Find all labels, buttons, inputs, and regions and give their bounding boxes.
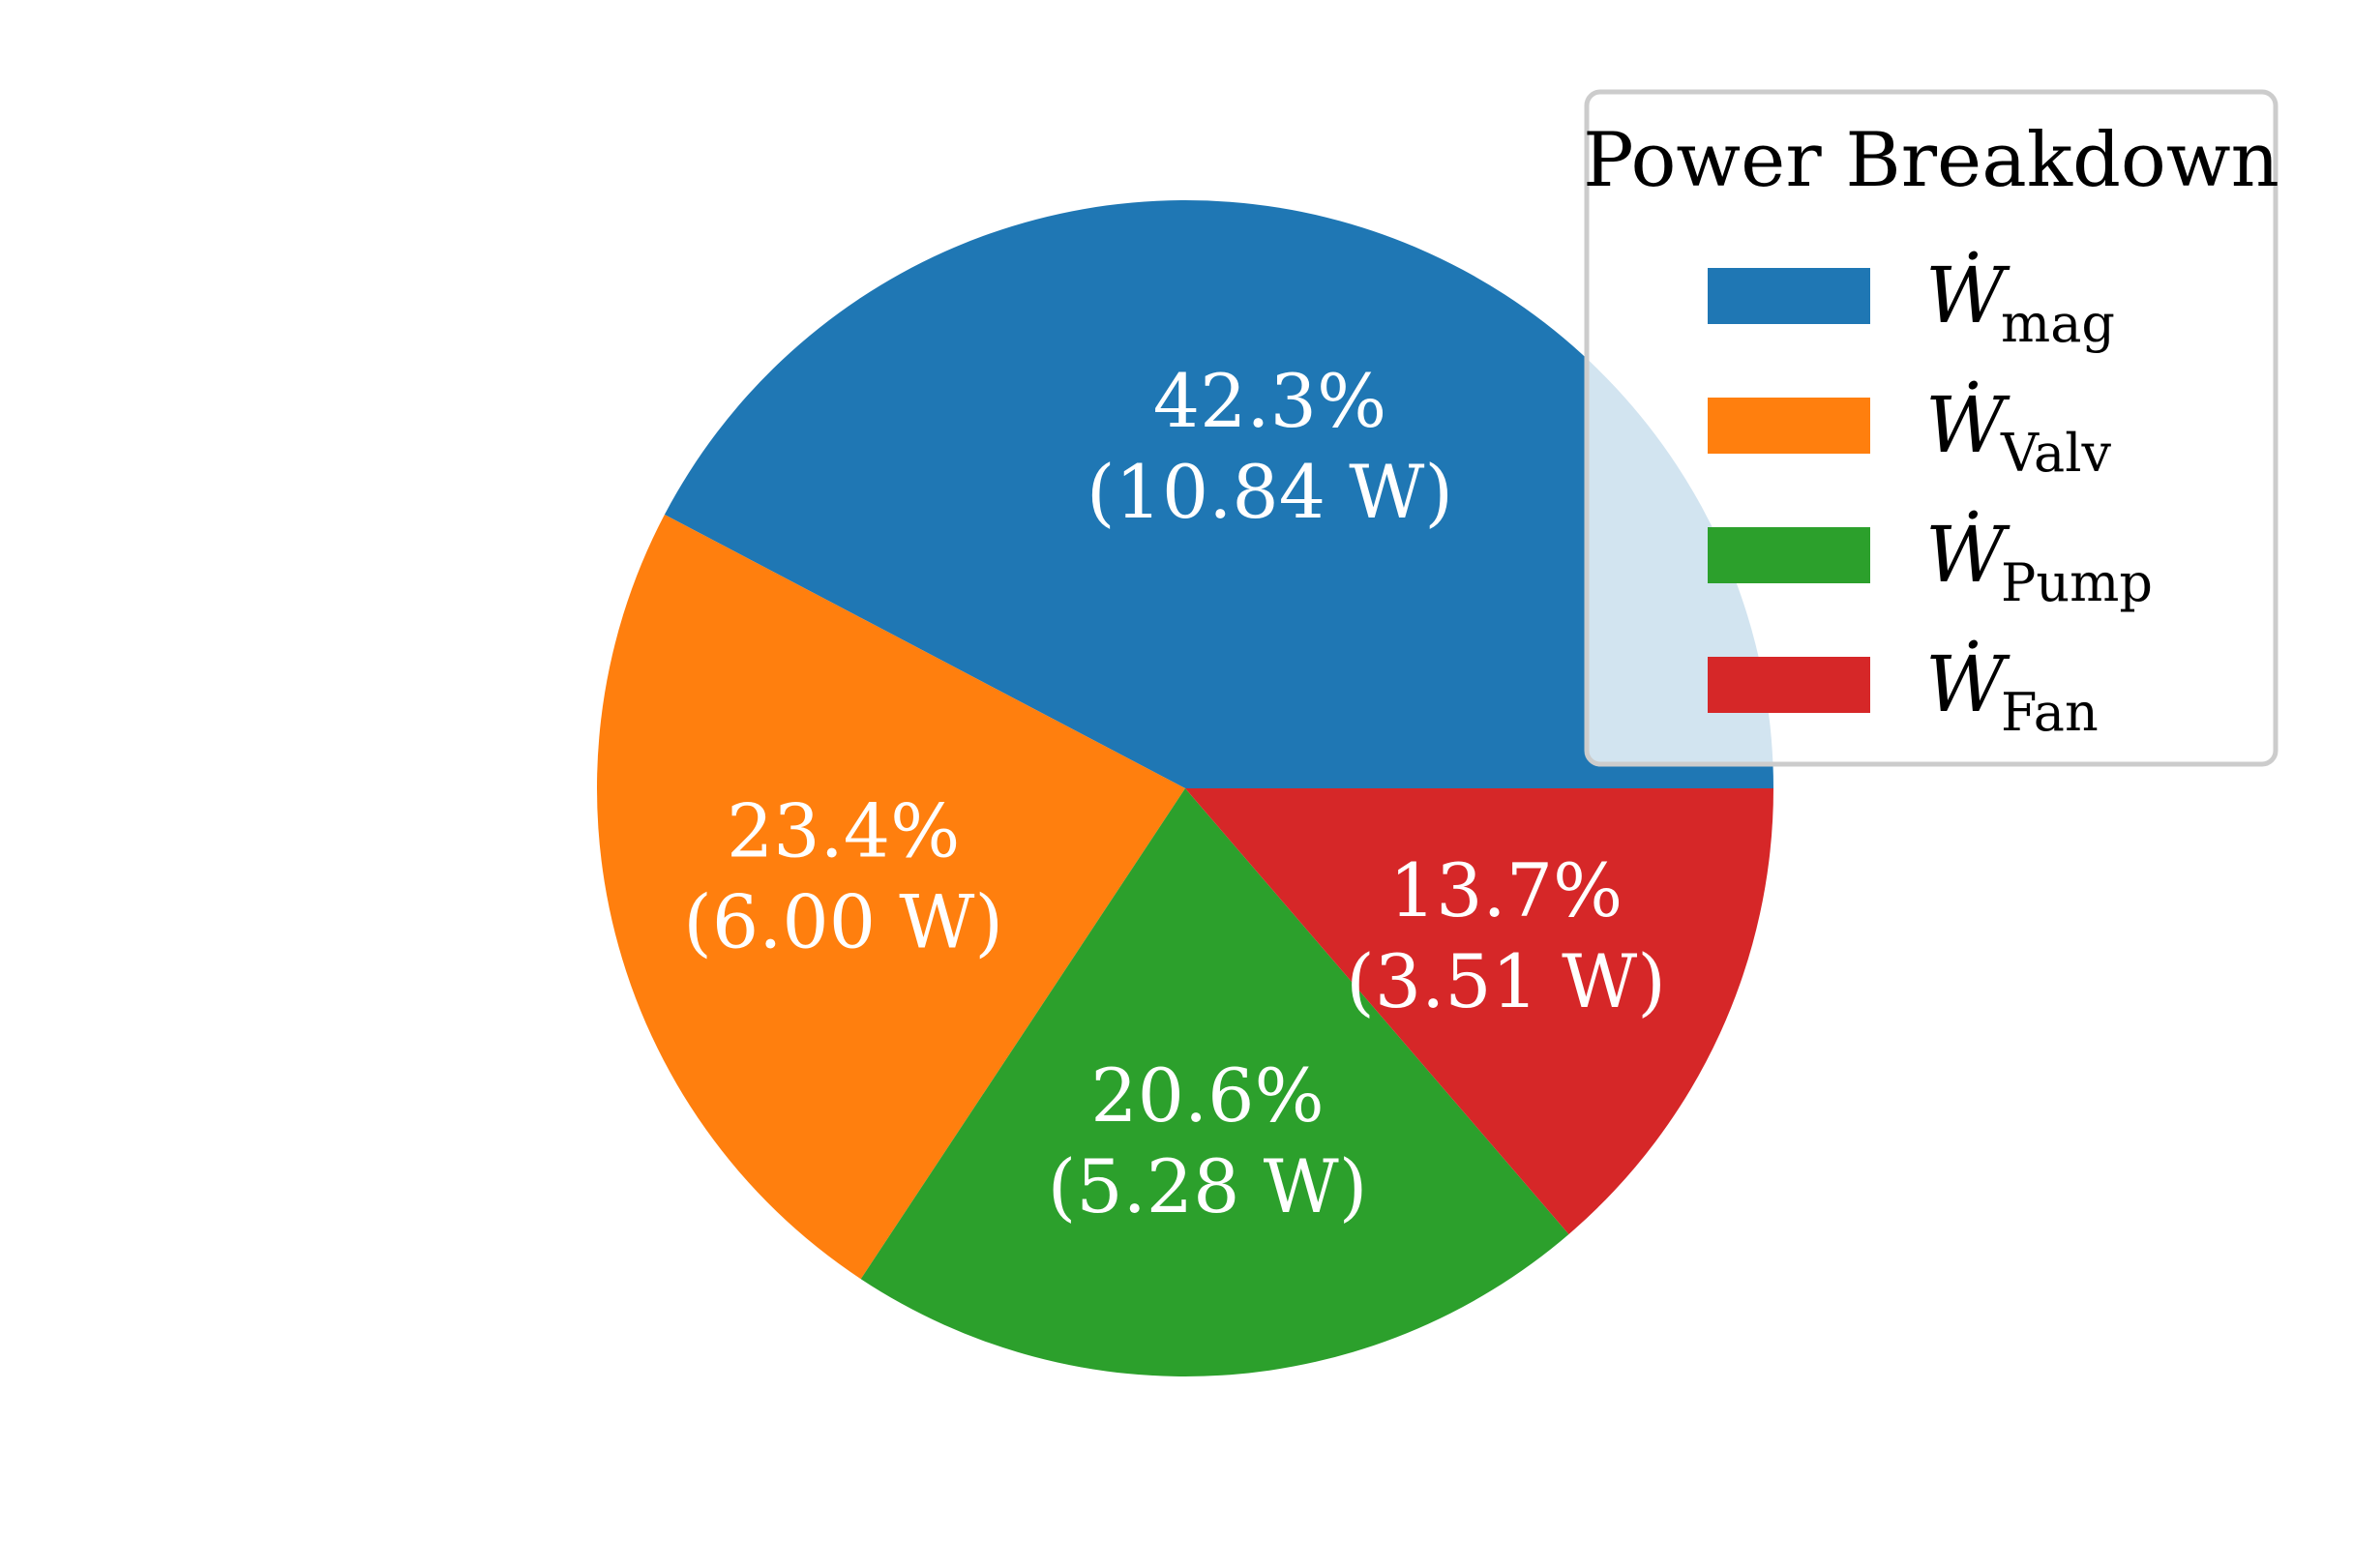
pie-slices [596,200,1773,1377]
pie-slice-fan [1185,788,1773,1234]
legend-swatch [1708,398,1870,454]
pie-slice-valv [596,514,1185,1280]
slice-value-label: (3.51 W) [1346,938,1666,1024]
legend-label-sub: Pump [2001,552,2153,613]
legend-label-sub: mag [2001,293,2115,354]
slice-value-label: (10.84 W) [1087,449,1453,535]
pie-slice-mag [664,200,1773,789]
slice-percent-label: 23.4% [727,788,960,874]
legend-label-main: Ẇ [1925,379,2010,470]
slice-percent-label: 42.3% [1153,358,1386,444]
legend-swatch [1708,527,1870,583]
legend-swatch [1708,268,1870,324]
legend-frame [1584,89,2279,767]
pie-slice-pump [860,788,1569,1377]
slice-value-label: (5.28 W) [1048,1143,1368,1229]
legend-swatch [1708,657,1870,713]
slice-percent-label: 13.7% [1389,847,1623,933]
slice-percent-label: 20.6% [1090,1052,1324,1139]
legend-label-main: Ẇ [1925,250,2010,340]
legend-label-sub: Fan [2001,682,2099,743]
legend-label-sub: Valv [2000,423,2112,484]
legend-label-main: Ẇ [1925,509,2010,600]
legend-title: Power Breakdown [1583,117,2279,204]
pie-labels: 42.3%(10.84 W) 23.4%(6.00 W) 20.6%(5.28 W)… [683,358,1666,1229]
slice-value-label: (6.00 W) [683,879,1003,965]
legend-label-main: Ẇ [1925,638,2010,729]
